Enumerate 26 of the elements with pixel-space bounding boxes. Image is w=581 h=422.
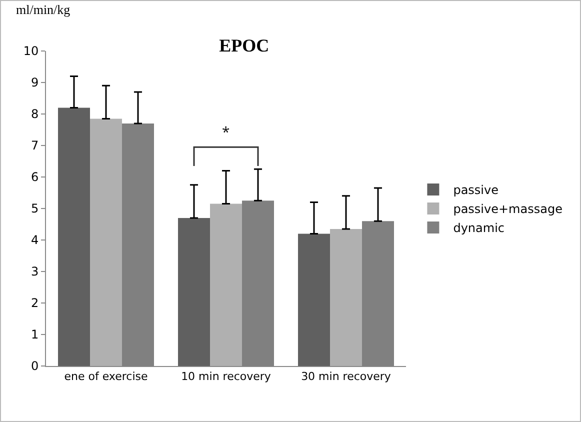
bar xyxy=(178,218,210,366)
x-tick-label: 30 min recovery xyxy=(301,370,392,384)
bar xyxy=(330,228,362,366)
chart-title: EPOC xyxy=(219,35,270,56)
y-tick-label: 5 xyxy=(30,202,39,216)
bar xyxy=(298,234,330,366)
bar xyxy=(90,118,122,366)
y-tick-label: 10 xyxy=(23,44,39,58)
y-tick-label: 3 xyxy=(30,264,39,279)
x-tick-label: ene of exercise xyxy=(64,370,148,384)
legend-label: passive xyxy=(453,183,498,198)
bar xyxy=(210,204,242,366)
legend-label: dynamic xyxy=(453,221,505,236)
y-tick-label: 6 xyxy=(30,170,39,184)
y-tick-label: 4 xyxy=(30,233,39,248)
annotation: * xyxy=(222,123,230,142)
legend-label: passive+massage xyxy=(453,202,562,216)
y-axis-title: ml/min/kg xyxy=(16,2,71,17)
y-tick-label: 1 xyxy=(30,328,39,342)
y-tick-label: 0 xyxy=(30,359,39,374)
y-tick-label: 9 xyxy=(30,76,39,90)
bar xyxy=(58,108,90,366)
x-tick-label: 10 min recovery xyxy=(181,370,272,384)
y-tick-label: 7 xyxy=(30,138,39,153)
y-tick-label: 8 xyxy=(30,107,39,122)
y-tick-label: 2 xyxy=(30,296,39,310)
